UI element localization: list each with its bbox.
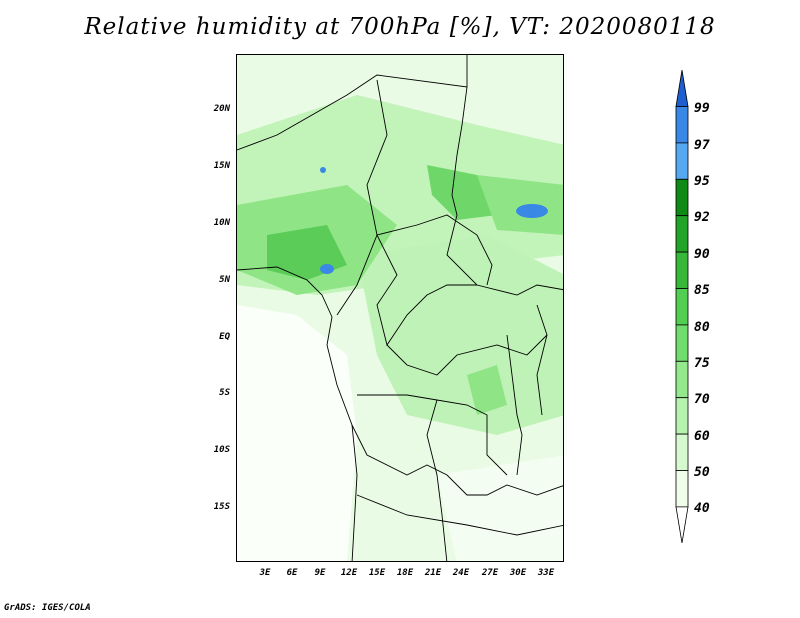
colorbar xyxy=(675,70,689,543)
colorbar-block xyxy=(675,433,689,471)
lon-label-3e: 3E xyxy=(259,568,271,578)
colorbar-label-75: 75 xyxy=(694,356,710,371)
lat-label-15s: 15S xyxy=(213,502,230,512)
lon-label-9e: 9E xyxy=(314,568,326,578)
colorbar-label-70: 70 xyxy=(694,392,710,407)
colorbar-label-92: 92 xyxy=(694,210,710,225)
grads-credit: GrADS: IGES/COLA xyxy=(4,603,91,613)
colorbar-label-90: 90 xyxy=(694,247,710,262)
colorbar-block xyxy=(675,324,689,362)
colorbar-top-arrow xyxy=(675,70,689,107)
lat-label-eq: EQ xyxy=(219,332,230,342)
lat-label-10s: 10S xyxy=(213,445,230,455)
colorbar-block xyxy=(675,178,689,217)
colorbar-label-97: 97 xyxy=(694,138,710,153)
lon-label-24e: 24E xyxy=(452,568,470,578)
lon-label-12e: 12E xyxy=(340,568,358,578)
coastlines-and-borders xyxy=(237,55,563,561)
colorbar-block xyxy=(675,470,689,508)
colorbar-label-80: 80 xyxy=(694,320,710,335)
colorbar-block xyxy=(675,397,689,435)
humid-band-central xyxy=(357,235,563,435)
humidity-map xyxy=(237,55,563,561)
lat-label-15n: 15N xyxy=(213,161,230,171)
colorbar-label-95: 95 xyxy=(694,174,710,189)
colorbar-block xyxy=(675,142,689,180)
dry-area-southwest xyxy=(237,305,357,561)
lon-label-21e: 21E xyxy=(424,568,442,578)
saturation-patch-west xyxy=(320,264,334,274)
map-panel xyxy=(236,54,564,562)
lat-label-5s: 5S xyxy=(219,388,230,398)
lat-label-10n: 10N xyxy=(213,218,230,228)
lon-label-15e: 15E xyxy=(368,568,386,578)
lat-label-20n: 20N xyxy=(213,104,230,114)
saturation-patch-east xyxy=(516,204,548,218)
high-humidity-north xyxy=(427,165,497,220)
colorbar-block xyxy=(675,288,689,326)
lon-label-27e: 27E xyxy=(481,568,499,578)
colorbar-label-99: 99 xyxy=(694,101,710,116)
colorbar-block xyxy=(675,106,689,144)
saturation-patch-north xyxy=(320,167,326,173)
colorbar-block xyxy=(675,251,689,289)
colorbar-label-60: 60 xyxy=(694,429,710,444)
colorbar-label-40: 40 xyxy=(694,501,710,516)
humid-patch-central xyxy=(467,365,507,415)
lon-label-33e: 33E xyxy=(537,568,555,578)
humid-band-northeast xyxy=(477,175,563,235)
colorbar-block xyxy=(675,215,689,253)
lat-label-5n: 5N xyxy=(219,275,230,285)
lon-label-18e: 18E xyxy=(396,568,414,578)
dry-area-southeast xyxy=(437,455,563,561)
colorbar-blocks xyxy=(675,70,689,543)
colorbar-bottom-arrow xyxy=(675,506,689,543)
colorbar-label-50: 50 xyxy=(694,465,710,480)
lon-label-30e: 30E xyxy=(509,568,527,578)
colorbar-label-85: 85 xyxy=(694,283,710,298)
lon-label-6e: 6E xyxy=(286,568,298,578)
colorbar-block xyxy=(675,360,689,399)
chart-title: Relative humidity at 700hPa [%], VT: 202… xyxy=(84,14,716,40)
